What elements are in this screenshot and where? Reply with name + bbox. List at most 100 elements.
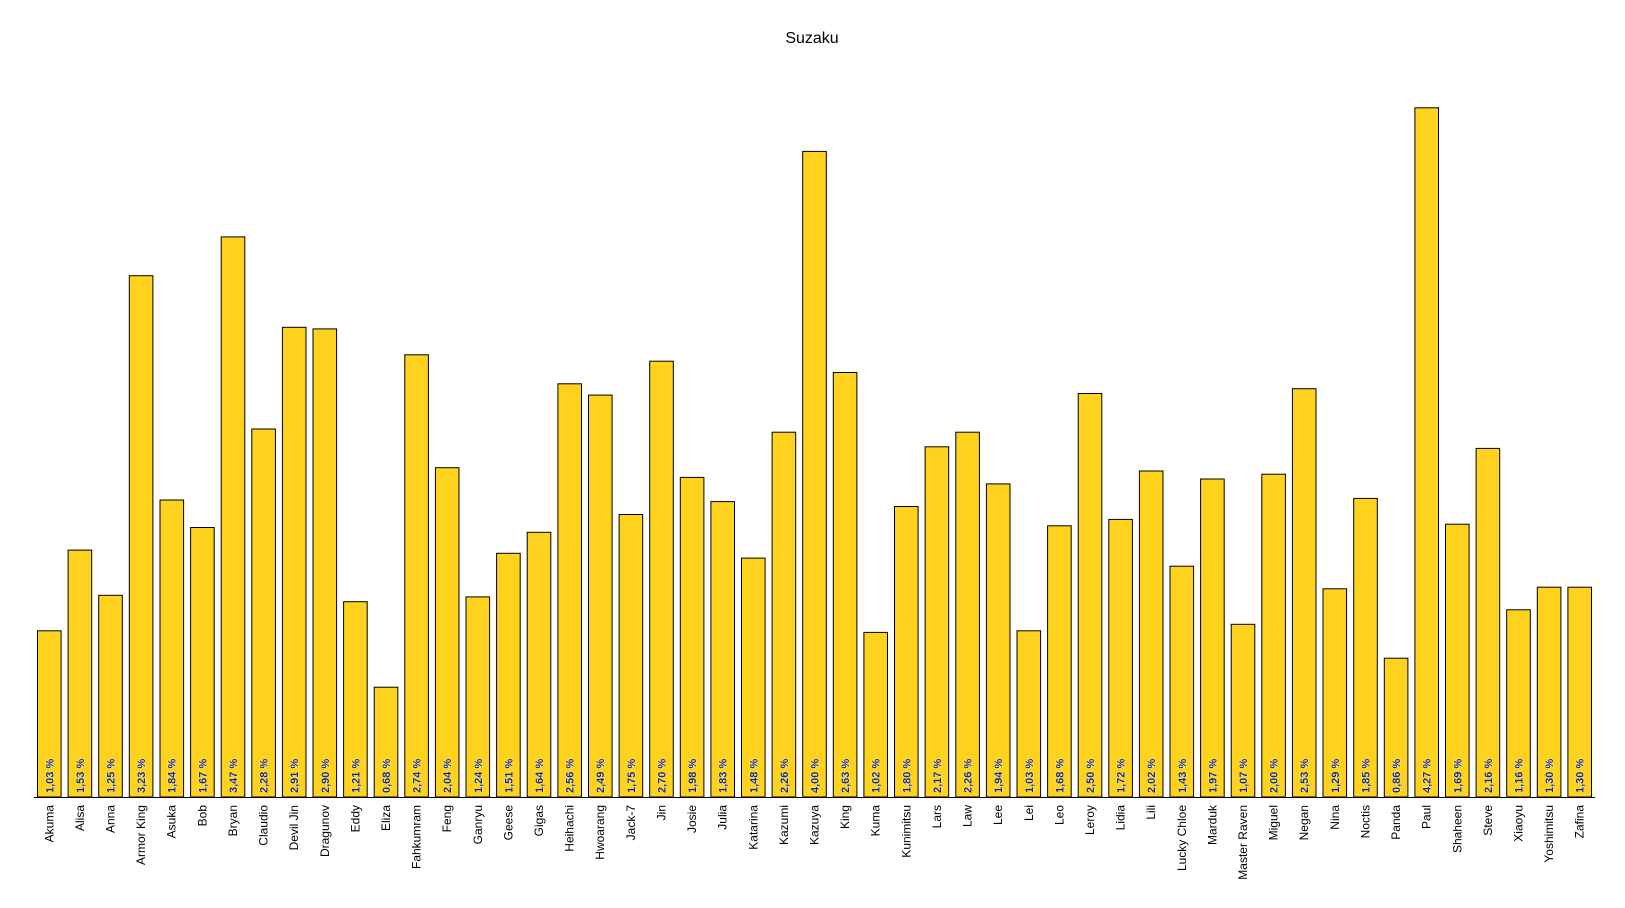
- bar-value-label: 3,23 %: [136, 759, 148, 793]
- x-tick-label: Kuma: [869, 805, 883, 837]
- bar-value-label: 1,80 %: [901, 759, 913, 793]
- x-tick-label: Miguel: [1267, 805, 1281, 840]
- x-tick-label: Bryan: [226, 805, 240, 836]
- bar: [894, 506, 919, 798]
- bar-value-label: 4,00 %: [810, 759, 822, 793]
- bar-value-label: 1,29 %: [1330, 759, 1342, 793]
- x-tick-label: Kunimitsu: [899, 805, 913, 858]
- x-tick-label: King: [838, 805, 852, 829]
- bar-value-label: 1,48 %: [748, 759, 760, 793]
- bar: [1200, 478, 1225, 798]
- bar: [588, 394, 613, 798]
- bar: [1077, 393, 1103, 798]
- bar: [1261, 473, 1286, 798]
- bar-value-label: 4,27 %: [1422, 759, 1434, 793]
- chart-title: Suzaku: [785, 30, 838, 47]
- x-tick-label: Jin: [655, 805, 669, 820]
- bar-value-label: 2,50 %: [1085, 759, 1097, 793]
- x-tick-label: Lei: [1022, 805, 1036, 821]
- x-tick-label: Negan: [1297, 805, 1311, 840]
- bar-value-label: 1,75 %: [626, 759, 638, 793]
- bar: [618, 514, 644, 798]
- bar: [1445, 523, 1470, 798]
- bar: [1414, 107, 1440, 798]
- bar-value-label: 2,28 %: [259, 759, 271, 793]
- x-tick-label: Bob: [195, 805, 209, 827]
- bar: [190, 527, 215, 798]
- bar-value-label: 2,26 %: [963, 759, 975, 793]
- bar: [1475, 447, 1501, 798]
- bar-value-label: 2,74 %: [412, 759, 424, 793]
- bar-value-label: 2,17 %: [932, 759, 944, 793]
- x-tick-label: Julia: [716, 805, 730, 830]
- x-tick-label: Leo: [1052, 805, 1066, 825]
- bar-value-label: 2,04 %: [442, 759, 454, 793]
- bar: [802, 150, 827, 798]
- x-tick-label: Alisa: [73, 805, 87, 831]
- x-tick-label: Lili: [1144, 805, 1158, 820]
- x-tick-label: Ganryu: [471, 805, 485, 844]
- bar-value-label: 1,97 %: [1207, 759, 1219, 793]
- bar: [159, 499, 185, 798]
- bar: [557, 383, 583, 798]
- bar: [679, 476, 705, 798]
- x-tick-label: Law: [961, 805, 975, 827]
- bar: [220, 236, 246, 798]
- x-tick-label: Lidia: [1114, 805, 1128, 831]
- bar-value-label: 1,83 %: [718, 759, 730, 793]
- bar: [128, 275, 154, 798]
- x-tick-label: Armor King: [134, 805, 148, 865]
- bar-value-label: 2,53 %: [1299, 759, 1311, 793]
- x-tick-label: Kazumi: [777, 805, 791, 845]
- bar-value-label: 1,07 %: [1238, 759, 1250, 793]
- bar-value-label: 1,51 %: [503, 759, 515, 793]
- bar-value-label: 1,30 %: [1544, 759, 1556, 793]
- bar-value-label: 1,84 %: [167, 759, 179, 793]
- bar-value-label: 1,16 %: [1514, 759, 1526, 793]
- x-tick-label: Lars: [930, 805, 944, 828]
- x-tick-label: Leroy: [1083, 805, 1097, 835]
- bar-value-label: 1,67 %: [197, 759, 209, 793]
- bar-value-label: 1,03 %: [44, 759, 56, 793]
- x-tick-label: Xiaoyu: [1512, 805, 1526, 842]
- bar: [985, 483, 1011, 798]
- x-tick-label: Kazuya: [808, 805, 822, 845]
- bar-value-label: 2,26 %: [779, 759, 791, 793]
- x-tick-label: Anna: [104, 805, 118, 833]
- x-tick-label: Devil Jin: [287, 805, 301, 850]
- bar-value-label: 1,02 %: [871, 759, 883, 793]
- x-tick-label: Katarina: [746, 805, 760, 850]
- x-tick-label: Josie: [685, 805, 699, 833]
- bar-value-label: 2,49 %: [595, 759, 607, 793]
- x-tick-label: Geese: [501, 805, 515, 841]
- bars-layer: [37, 107, 1593, 798]
- bar: [404, 354, 429, 798]
- bar-value-label: 2,70 %: [657, 759, 669, 793]
- bar: [1291, 388, 1317, 798]
- bar: [1047, 525, 1072, 798]
- bar: [526, 531, 552, 798]
- bar: [710, 501, 736, 798]
- bar: [1353, 497, 1378, 798]
- bar: [832, 372, 858, 798]
- bar-value-label: 2,00 %: [1269, 759, 1281, 793]
- bar-value-label: 1,68 %: [1054, 759, 1066, 793]
- x-tick-label: Asuka: [165, 805, 179, 839]
- bar-value-label: 2,02 %: [1146, 759, 1158, 793]
- x-tick-label: Yoshimitsu: [1542, 805, 1556, 863]
- bar-value-label: 1,69 %: [1452, 759, 1464, 793]
- x-tick-label: Heihachi: [563, 805, 577, 852]
- x-tick-label: Gigas: [532, 805, 546, 836]
- bar: [955, 431, 980, 798]
- bar-value-label: 1,94 %: [993, 759, 1005, 793]
- x-tick-label: Eddy: [348, 805, 362, 832]
- bar: [1138, 470, 1164, 798]
- bar-value-label: 1,03 %: [1024, 759, 1036, 793]
- x-tick-label: Nina: [1328, 805, 1342, 830]
- x-tick-label: Marduk: [1205, 804, 1219, 845]
- bar-value-label: 1,98 %: [687, 759, 699, 793]
- bar: [312, 328, 338, 798]
- x-tick-label: Paul: [1420, 805, 1434, 829]
- bar: [924, 446, 950, 798]
